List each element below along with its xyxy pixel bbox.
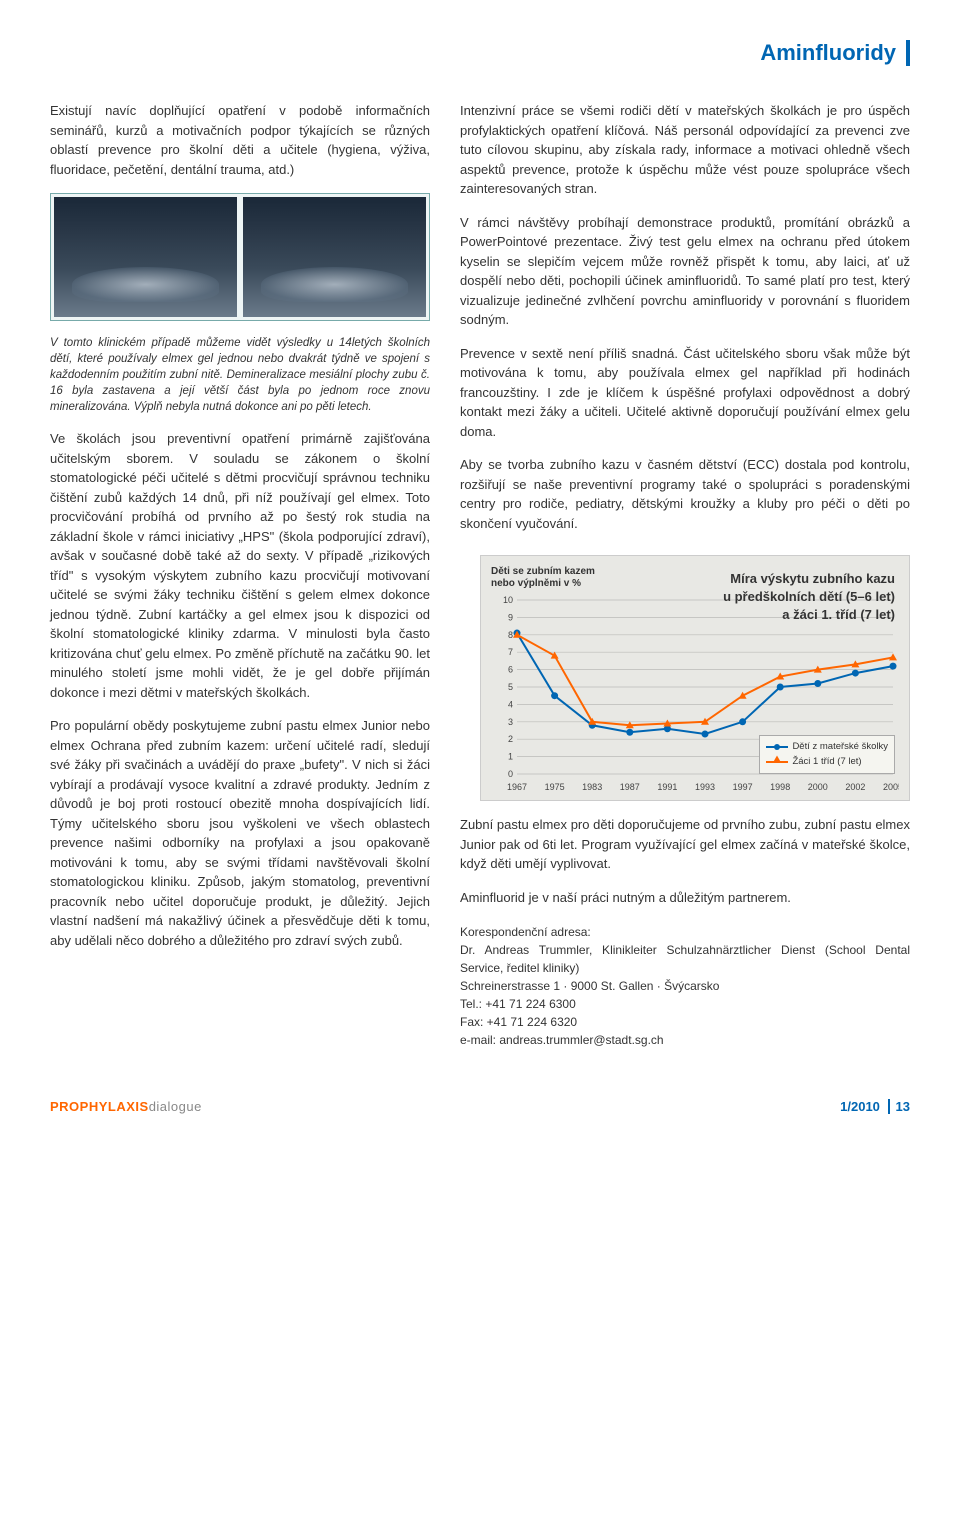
page-title: Aminfluoridy xyxy=(50,40,910,66)
page-footer: PROPHYLAXISdialogue 1/2010 13 xyxy=(50,1099,910,1114)
contact-fax: Fax: +41 71 224 6320 xyxy=(460,1013,910,1031)
svg-text:1998: 1998 xyxy=(770,782,790,792)
svg-text:4: 4 xyxy=(508,699,513,709)
svg-text:5: 5 xyxy=(508,682,513,692)
svg-text:1: 1 xyxy=(508,752,513,762)
legend-marker-blue xyxy=(766,746,788,748)
content-columns: Existují navíc doplňující opatření v pod… xyxy=(50,101,910,1049)
svg-text:2: 2 xyxy=(508,734,513,744)
footer-brand: PROPHYLAXISdialogue xyxy=(50,1099,202,1114)
chart-legend: Dětí z mateřské školky Žáci 1 tříd (7 le… xyxy=(759,735,895,775)
svg-text:9: 9 xyxy=(508,612,513,622)
svg-text:1997: 1997 xyxy=(733,782,753,792)
svg-text:3: 3 xyxy=(508,717,513,727)
svg-text:2005: 2005 xyxy=(883,782,899,792)
svg-text:1983: 1983 xyxy=(582,782,602,792)
svg-text:1967: 1967 xyxy=(507,782,527,792)
figure-caption: V tomto klinickém případě můžeme vidět v… xyxy=(50,335,430,415)
para: Existují navíc doplňující opatření v pod… xyxy=(50,101,430,179)
column-right: Intenzivní práce se všemi rodiči dětí v … xyxy=(460,101,910,1049)
column-left: Existují navíc doplňující opatření v pod… xyxy=(50,101,430,1049)
para: Intenzivní práce se všemi rodiči dětí v … xyxy=(460,101,910,199)
contact-label: Korespondenční adresa: xyxy=(460,923,910,941)
para: V rámci návštěvy probíhají demonstrace p… xyxy=(460,213,910,330)
para: Aminfluorid je v naší práci nutným a důl… xyxy=(460,888,910,908)
chart-title: Míra výskytu zubního kazu u předškolních… xyxy=(723,570,895,625)
legend-label: Žáci 1 tříd (7 let) xyxy=(792,755,861,769)
legend-label: Dětí z mateřské školky xyxy=(792,740,888,754)
para: Aby se tvorba zubního kazu v časném děts… xyxy=(460,455,910,533)
para: Pro populární obědy poskytujeme zubní pa… xyxy=(50,716,430,950)
svg-text:1975: 1975 xyxy=(545,782,565,792)
svg-text:1991: 1991 xyxy=(657,782,677,792)
contact-block: Korespondenční adresa: Dr. Andreas Trumm… xyxy=(460,923,910,1049)
para: Prevence v sextě není příliš snadná. Čás… xyxy=(460,344,910,442)
footer-issue: 1/2010 13 xyxy=(840,1099,910,1114)
xray-figure xyxy=(50,193,430,321)
svg-text:1993: 1993 xyxy=(695,782,715,792)
svg-text:2000: 2000 xyxy=(808,782,828,792)
svg-text:1987: 1987 xyxy=(620,782,640,792)
xray-image-right xyxy=(243,197,426,317)
legend-marker-orange xyxy=(766,761,788,763)
xray-image-left xyxy=(54,197,237,317)
svg-text:8: 8 xyxy=(508,630,513,640)
contact-email: e-mail: andreas.trummler@stadt.sg.ch xyxy=(460,1031,910,1049)
para: Ve školách jsou preventivní opatření pri… xyxy=(50,429,430,702)
contact-address: Schreinerstrasse 1 · 9000 St. Gallen · Š… xyxy=(460,977,910,995)
svg-text:10: 10 xyxy=(503,595,513,605)
contact-name: Dr. Andreas Trummler, Klinikleiter Schul… xyxy=(460,941,910,977)
svg-text:7: 7 xyxy=(508,647,513,657)
svg-text:2002: 2002 xyxy=(845,782,865,792)
contact-tel: Tel.: +41 71 224 6300 xyxy=(460,995,910,1013)
svg-text:0: 0 xyxy=(508,769,513,779)
caries-chart: Děti se zubním kazem nebo výplněmi v % M… xyxy=(480,555,910,801)
svg-text:6: 6 xyxy=(508,665,513,675)
